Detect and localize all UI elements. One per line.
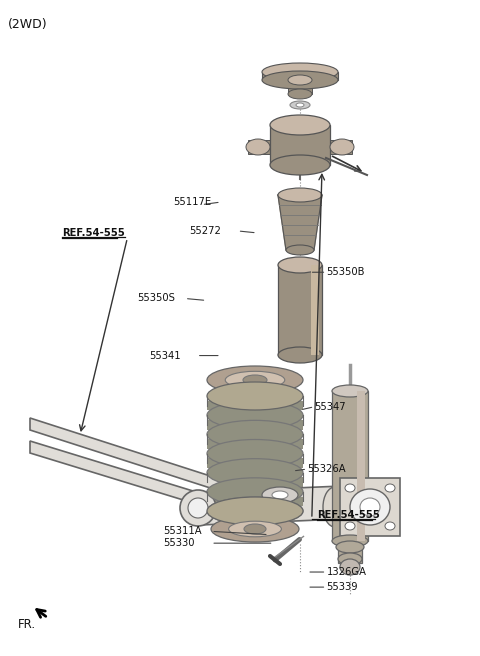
Ellipse shape <box>345 484 355 492</box>
Ellipse shape <box>278 347 322 363</box>
Ellipse shape <box>207 401 303 429</box>
Text: REF.54-555: REF.54-555 <box>317 510 380 520</box>
Bar <box>288 80 312 94</box>
Bar <box>207 401 303 411</box>
Bar <box>332 391 368 541</box>
Text: 55350B: 55350B <box>326 267 365 277</box>
Ellipse shape <box>332 385 368 397</box>
Ellipse shape <box>340 559 360 575</box>
Bar <box>311 265 319 355</box>
Ellipse shape <box>262 487 298 503</box>
Text: 55272: 55272 <box>190 226 221 236</box>
Ellipse shape <box>246 139 270 155</box>
Bar <box>248 140 270 154</box>
Text: FR.: FR. <box>18 617 36 630</box>
Text: 55311A: 55311A <box>163 526 202 537</box>
Ellipse shape <box>385 484 395 492</box>
Ellipse shape <box>338 553 362 565</box>
Ellipse shape <box>262 63 338 81</box>
Text: 55341: 55341 <box>149 350 180 361</box>
Ellipse shape <box>228 522 281 537</box>
Bar <box>338 547 362 563</box>
Text: 55350S: 55350S <box>137 293 175 304</box>
Ellipse shape <box>272 491 288 499</box>
Ellipse shape <box>332 535 368 547</box>
Text: 55330: 55330 <box>163 538 195 548</box>
Ellipse shape <box>278 257 322 273</box>
Ellipse shape <box>207 497 303 525</box>
Ellipse shape <box>207 440 303 468</box>
Ellipse shape <box>345 522 355 530</box>
Polygon shape <box>200 484 390 525</box>
Ellipse shape <box>336 541 364 553</box>
Bar <box>207 497 303 506</box>
Text: REF.54-555: REF.54-555 <box>62 228 125 238</box>
Text: 55117E: 55117E <box>173 197 211 207</box>
Ellipse shape <box>207 420 303 448</box>
Text: 55326A: 55326A <box>307 464 346 474</box>
Ellipse shape <box>278 188 322 202</box>
Ellipse shape <box>350 489 390 525</box>
Ellipse shape <box>323 487 347 527</box>
Ellipse shape <box>270 155 330 175</box>
Bar <box>207 420 303 430</box>
Ellipse shape <box>207 497 303 525</box>
Ellipse shape <box>207 459 303 487</box>
Text: (2WD): (2WD) <box>8 18 48 31</box>
Ellipse shape <box>330 139 354 155</box>
Ellipse shape <box>225 371 285 388</box>
Ellipse shape <box>360 498 380 516</box>
Bar <box>272 493 288 508</box>
Bar <box>278 265 322 355</box>
Polygon shape <box>30 418 260 504</box>
Ellipse shape <box>207 478 303 506</box>
Ellipse shape <box>207 382 303 410</box>
Bar <box>270 125 330 165</box>
Ellipse shape <box>290 101 310 109</box>
Polygon shape <box>278 195 322 250</box>
Ellipse shape <box>211 516 299 542</box>
Bar <box>340 478 400 536</box>
Bar <box>357 391 365 541</box>
Bar <box>207 459 303 468</box>
Ellipse shape <box>243 375 267 385</box>
Ellipse shape <box>188 498 208 518</box>
Bar <box>207 439 303 449</box>
Bar <box>262 72 338 80</box>
Ellipse shape <box>244 524 266 534</box>
Ellipse shape <box>288 89 312 99</box>
Ellipse shape <box>385 522 395 530</box>
Ellipse shape <box>270 115 330 135</box>
Ellipse shape <box>180 490 216 526</box>
Ellipse shape <box>286 245 314 255</box>
Ellipse shape <box>207 366 303 394</box>
Bar <box>207 478 303 487</box>
Polygon shape <box>30 441 255 522</box>
Ellipse shape <box>296 103 304 107</box>
Ellipse shape <box>262 71 338 89</box>
Text: 55339: 55339 <box>326 582 358 592</box>
Text: 1326GA: 1326GA <box>326 567 366 577</box>
Ellipse shape <box>288 75 312 85</box>
Bar <box>330 140 352 154</box>
Text: 55347: 55347 <box>314 401 346 412</box>
